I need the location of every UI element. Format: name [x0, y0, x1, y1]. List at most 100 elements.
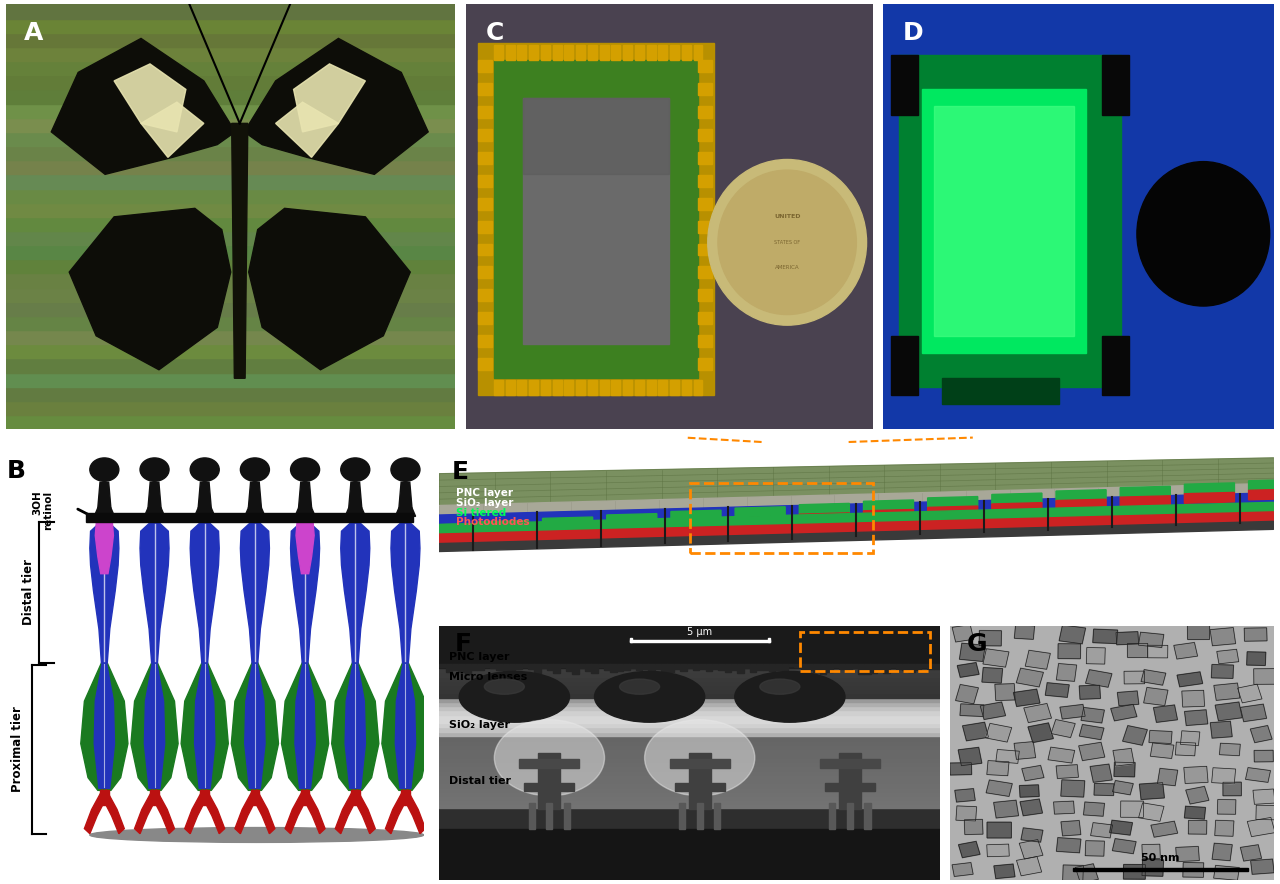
Bar	[928, 664, 934, 669]
Polygon shape	[957, 663, 979, 677]
Text: Distal tier: Distal tier	[22, 560, 35, 625]
Polygon shape	[1184, 766, 1208, 783]
Bar	[636, 664, 643, 670]
Bar	[477, 106, 492, 118]
Bar	[612, 45, 621, 59]
Bar	[439, 875, 940, 880]
Bar	[890, 664, 896, 667]
Polygon shape	[296, 522, 314, 574]
Ellipse shape	[140, 458, 169, 481]
Bar	[439, 668, 940, 673]
Polygon shape	[191, 522, 219, 663]
Bar	[643, 664, 649, 669]
Polygon shape	[1253, 668, 1277, 684]
Polygon shape	[995, 865, 1015, 879]
Bar	[439, 630, 940, 634]
Polygon shape	[357, 789, 375, 834]
Bar	[516, 664, 522, 669]
Polygon shape	[244, 507, 265, 516]
Bar	[522, 664, 529, 667]
Bar	[635, 45, 644, 59]
Polygon shape	[1094, 783, 1114, 796]
Bar	[477, 335, 492, 347]
Polygon shape	[1056, 499, 1106, 510]
Bar	[680, 804, 685, 829]
Polygon shape	[1048, 747, 1075, 763]
Polygon shape	[671, 510, 721, 521]
Bar	[6, 273, 456, 287]
Text: SiO₂ layer: SiO₂ layer	[449, 720, 511, 730]
Text: Proximal tier: Proximal tier	[10, 706, 24, 792]
Bar	[439, 676, 940, 681]
Polygon shape	[51, 38, 236, 174]
Polygon shape	[1061, 820, 1080, 836]
Text: C: C	[486, 21, 504, 45]
Polygon shape	[479, 521, 529, 531]
Polygon shape	[381, 663, 429, 790]
Bar	[813, 664, 819, 672]
Polygon shape	[1211, 721, 1233, 738]
Bar	[617, 664, 623, 672]
Ellipse shape	[645, 720, 755, 796]
Polygon shape	[1178, 672, 1203, 687]
Polygon shape	[1120, 801, 1143, 818]
Polygon shape	[1142, 844, 1160, 858]
Bar	[714, 804, 721, 829]
Polygon shape	[134, 789, 152, 834]
Bar	[858, 664, 864, 674]
Bar	[6, 316, 456, 330]
Bar	[891, 336, 918, 395]
Bar	[477, 312, 492, 324]
Bar	[838, 752, 861, 809]
Polygon shape	[1124, 865, 1146, 879]
Bar	[6, 344, 456, 358]
Polygon shape	[351, 789, 360, 805]
Bar	[494, 59, 698, 378]
Bar	[675, 783, 724, 791]
Polygon shape	[396, 507, 416, 516]
Bar	[439, 846, 940, 850]
Bar	[864, 804, 870, 829]
Bar	[599, 380, 608, 395]
Polygon shape	[1085, 841, 1105, 856]
Bar	[756, 664, 763, 669]
Bar	[6, 146, 456, 160]
Polygon shape	[1220, 743, 1240, 756]
Polygon shape	[1217, 650, 1239, 664]
Polygon shape	[439, 512, 1274, 544]
Bar	[6, 103, 456, 118]
Bar	[529, 380, 538, 395]
Polygon shape	[1247, 818, 1275, 836]
Bar	[439, 816, 940, 820]
Polygon shape	[1016, 668, 1043, 687]
Polygon shape	[1147, 645, 1167, 658]
Bar	[737, 664, 744, 674]
Bar	[484, 664, 490, 667]
Bar	[517, 380, 526, 395]
Polygon shape	[1091, 823, 1112, 838]
Bar	[800, 632, 931, 672]
Bar	[439, 664, 445, 667]
Bar	[690, 484, 873, 553]
Polygon shape	[95, 507, 114, 516]
Bar	[547, 664, 553, 670]
Bar	[439, 659, 940, 664]
Polygon shape	[1112, 781, 1133, 795]
Bar	[611, 664, 617, 672]
Bar	[851, 664, 858, 668]
Text: Photodiodes: Photodiodes	[456, 517, 530, 527]
Bar	[503, 664, 509, 672]
Bar	[439, 761, 940, 766]
Bar	[471, 664, 477, 670]
Bar	[439, 842, 940, 846]
Polygon shape	[1151, 821, 1178, 837]
Bar	[795, 664, 801, 667]
Bar	[517, 45, 526, 59]
Bar	[439, 711, 940, 714]
Polygon shape	[1184, 492, 1234, 503]
Bar	[477, 129, 492, 141]
Polygon shape	[294, 507, 315, 516]
Bar	[540, 664, 547, 668]
Polygon shape	[232, 124, 248, 378]
Polygon shape	[1020, 799, 1042, 816]
